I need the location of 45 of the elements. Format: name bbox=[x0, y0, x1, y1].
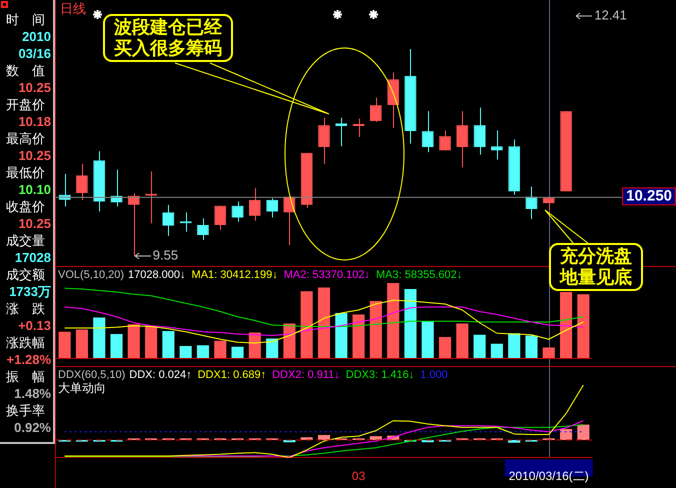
annotation: 9.55 bbox=[152, 248, 178, 263]
text: DDX2: 0.911↓ bbox=[272, 369, 340, 381]
text: 10.250 bbox=[626, 188, 672, 205]
text: 17028 bbox=[14, 250, 51, 266]
text: 成交额 bbox=[6, 267, 45, 283]
text: DDX: 0.024↑ bbox=[129, 369, 192, 381]
text: 1.48% bbox=[14, 386, 51, 402]
annotation: 波段建仓已经买入很多筹码 bbox=[103, 14, 233, 62]
text: 涨 跌 bbox=[6, 301, 45, 317]
x-tick-label: 03 bbox=[352, 469, 366, 484]
text: 成交量 bbox=[6, 233, 45, 249]
text: 涨跌幅 bbox=[6, 335, 45, 351]
text: 2010 bbox=[22, 29, 51, 45]
chart-title: DDX(60,5,10) bbox=[58, 369, 126, 381]
text: 时 间 bbox=[6, 12, 45, 28]
text: 数 值 bbox=[6, 63, 45, 79]
annotation: 充分洗盘地量见底 bbox=[549, 243, 643, 291]
text: 10.25 bbox=[18, 80, 51, 96]
text: +1.28% bbox=[6, 352, 51, 368]
text: 10.25 bbox=[18, 216, 51, 232]
text: 1.000 bbox=[420, 369, 448, 381]
text: 1733万 bbox=[9, 284, 51, 300]
text: 最高价 bbox=[6, 131, 45, 147]
text: 换手率 bbox=[6, 403, 45, 419]
text: 收盘价 bbox=[6, 199, 45, 215]
text: 12.41 bbox=[594, 8, 627, 23]
chart-subtitle: 大单动向 bbox=[58, 381, 106, 395]
text: DDX1: 0.689↑ bbox=[198, 369, 266, 381]
text: 振 幅 bbox=[6, 369, 45, 385]
text: 开盘价 bbox=[6, 97, 45, 113]
text: 10.18 bbox=[18, 114, 51, 130]
text: 03/16 bbox=[18, 46, 51, 62]
text: MA2: 53370.102↓ bbox=[284, 269, 370, 281]
x-tick-label: 2010/03/16(二) bbox=[508, 469, 589, 484]
text: 最低价 bbox=[6, 165, 45, 181]
text: 0.92% bbox=[14, 420, 51, 436]
text: MA3: 58355.602↓ bbox=[376, 269, 462, 281]
text: DDX3: 1.416↓ bbox=[346, 369, 414, 381]
text: 10.10 bbox=[18, 182, 51, 198]
text: 17028.000↓ bbox=[128, 269, 186, 281]
chart-title: VOL(5,10,20) bbox=[58, 269, 124, 281]
text: MA1: 30412.199↓ bbox=[192, 269, 278, 281]
text: 10.25 bbox=[18, 148, 51, 164]
chart-title: 日线 bbox=[60, 1, 86, 16]
text: +0.13 bbox=[18, 318, 51, 334]
